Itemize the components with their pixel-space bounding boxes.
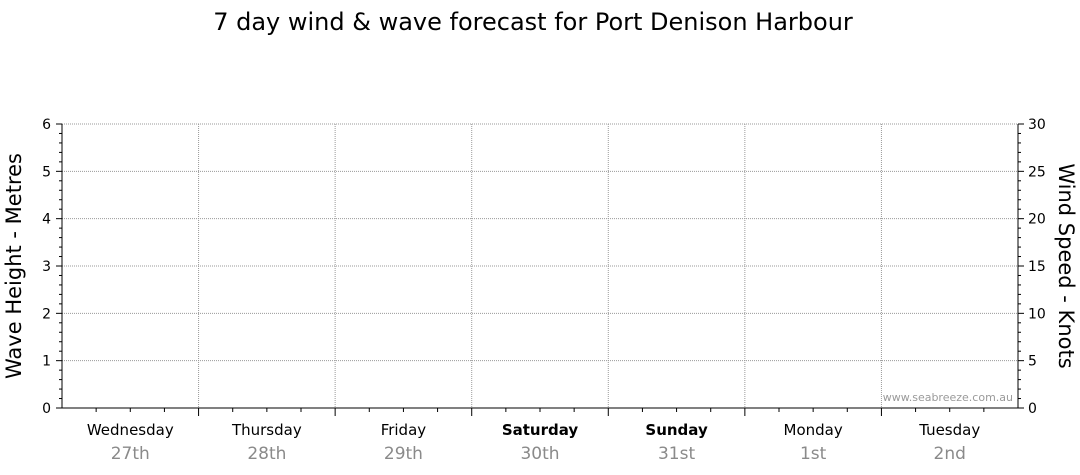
day-date-label: 31st xyxy=(658,444,695,464)
day-date-label: 28th xyxy=(247,444,286,464)
right-tick-label: 30 xyxy=(1028,117,1046,133)
day-name-label: Tuesday xyxy=(918,421,980,439)
left-tick-label: 6 xyxy=(42,117,51,133)
day-date-label: 29th xyxy=(384,444,423,464)
day-name-label: Sunday xyxy=(645,421,708,439)
left-axis-ticks: 0 1 2 3 4 5 6 xyxy=(42,117,62,417)
watermark: www.seabreeze.com.au xyxy=(883,391,1013,404)
left-tick-label: 1 xyxy=(42,354,51,370)
right-tick-label: 0 xyxy=(1028,401,1037,417)
day-name-label: Thursday xyxy=(231,421,302,439)
day-name-label: Monday xyxy=(784,421,843,439)
left-tick-label: 5 xyxy=(42,164,51,180)
day-date-label: 27th xyxy=(111,444,150,464)
grid-lines xyxy=(62,123,1018,408)
right-tick-label: 5 xyxy=(1028,354,1037,370)
day-name-label: Wednesday xyxy=(87,421,174,439)
right-axis-ticks: 0 5 10 15 20 25 30 xyxy=(1018,117,1046,417)
right-tick-label: 25 xyxy=(1028,164,1046,180)
day-date-label: 2nd xyxy=(934,444,966,464)
left-tick-label: 3 xyxy=(42,259,51,275)
day-name-label: Friday xyxy=(381,421,427,439)
right-axis-title: Wind Speed - Knots xyxy=(1054,163,1078,368)
left-axis-title: Wave Height - Metres xyxy=(2,153,26,379)
day-date-label: 30th xyxy=(520,444,559,464)
right-tick-label: 20 xyxy=(1028,212,1046,228)
day-name-label: Saturday xyxy=(502,421,579,439)
day-date-label: 1st xyxy=(800,444,827,464)
left-tick-label: 2 xyxy=(42,306,51,322)
right-tick-label: 15 xyxy=(1028,259,1046,275)
chart-title: 7 day wind & wave forecast for Port Deni… xyxy=(213,8,853,36)
day-labels: Wednesday 27th Thursday 28th Friday 29th Satur… xyxy=(87,421,980,464)
axes xyxy=(61,124,1019,416)
left-tick-label: 0 xyxy=(42,401,51,417)
left-tick-label: 4 xyxy=(42,212,51,228)
right-tick-label: 10 xyxy=(1028,306,1046,322)
